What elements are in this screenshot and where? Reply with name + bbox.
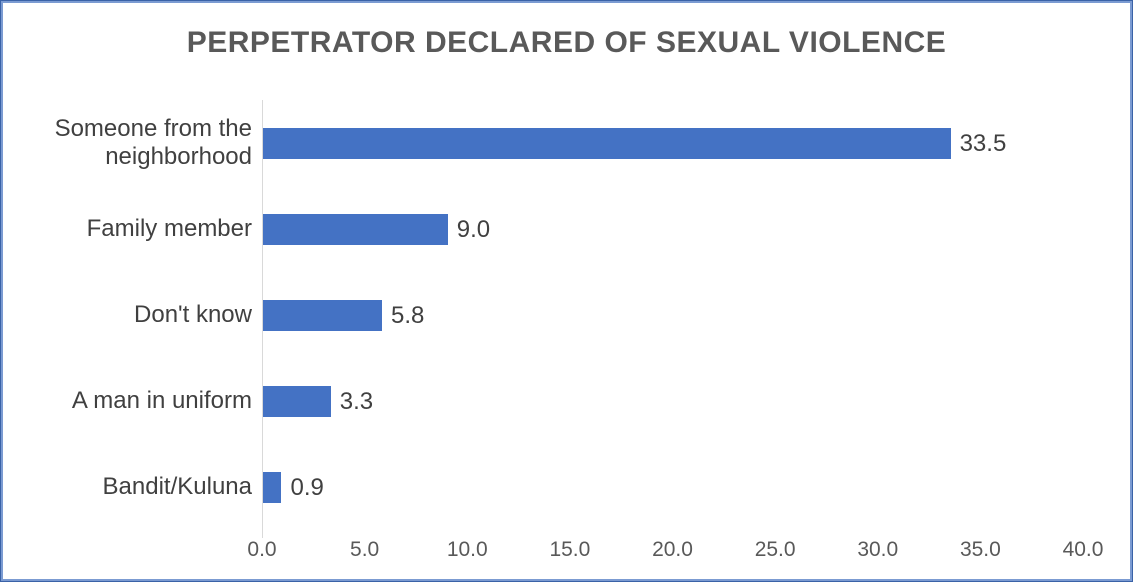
- chart-title: PERPETRATOR DECLARED OF SEXUAL VIOLENCE: [186, 26, 947, 59]
- category-label: Someone from the neighborhood: [54, 115, 252, 170]
- x-axis-tick-label: 0.0: [247, 538, 277, 561]
- x-axis-tick-label: 30.0: [857, 538, 899, 561]
- category-label: Bandit/Kuluna: [102, 473, 252, 500]
- plot-area: [262, 100, 1083, 530]
- category-axis-line: [262, 100, 263, 538]
- bar: [263, 385, 331, 417]
- bar: [263, 127, 951, 159]
- bar: [263, 213, 448, 245]
- bar: [263, 299, 383, 331]
- category-label: A man in uniform: [71, 387, 252, 414]
- x-axis-tick-label: 25.0: [754, 538, 796, 561]
- value-label: 9.0: [456, 215, 491, 243]
- x-axis-tick-label: 5.0: [350, 538, 380, 561]
- x-axis-tick-label: 15.0: [549, 538, 591, 561]
- bar: [263, 471, 282, 503]
- x-axis-tick-label: 40.0: [1062, 538, 1104, 561]
- value-label: 33.5: [959, 129, 1007, 157]
- category-label: Don't know: [134, 301, 252, 328]
- value-label: 0.9: [290, 473, 324, 501]
- category-label: Family member: [86, 215, 252, 242]
- value-label: 3.3: [339, 387, 374, 415]
- value-label: 5.8: [391, 301, 425, 329]
- x-axis-tick-label: 10.0: [446, 538, 488, 561]
- x-axis-tick-label: 20.0: [652, 538, 693, 561]
- x-axis-tick-label: 35.0: [959, 538, 1001, 561]
